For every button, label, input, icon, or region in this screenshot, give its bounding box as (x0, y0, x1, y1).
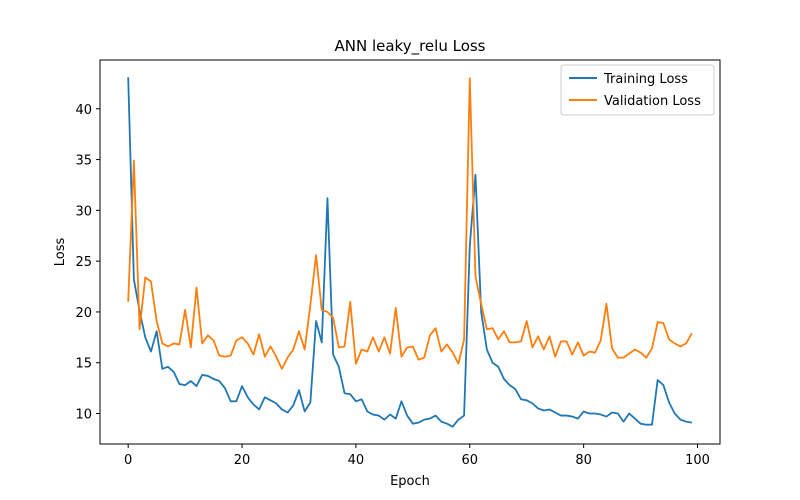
x-axis-ticks: 0 20 40 60 80 100 (124, 444, 710, 468)
legend-box (560, 64, 715, 116)
series-line-training-loss (127, 77, 692, 428)
y-tick-label: 30 (75, 204, 92, 219)
legend-label-validation: Validation Loss (604, 94, 701, 109)
plot-area (100, 60, 720, 444)
plot-frame (99, 59, 721, 445)
y-tick-label: 40 (75, 103, 92, 118)
x-tick-label: 80 (575, 453, 592, 468)
x-tick-label: 100 (685, 453, 710, 468)
y-tick-label: 25 (75, 255, 92, 270)
y-axis-title: Loss (53, 238, 68, 267)
x-tick-label: 40 (348, 453, 365, 468)
series-lines (127, 77, 693, 428)
x-tick-label: 60 (462, 453, 479, 468)
x-tick-label: 0 (124, 453, 132, 468)
legend: Training Loss Validation Loss (560, 64, 715, 116)
y-tick-label: 20 (75, 306, 92, 321)
y-tick-label: 10 (75, 408, 92, 423)
x-axis-title: Epoch (390, 474, 430, 489)
series-line-validation-loss (127, 77, 693, 370)
x-tick-label: 20 (234, 453, 251, 468)
chart-title: ANN leaky_relu Loss (335, 37, 486, 56)
y-tick-label: 15 (75, 357, 92, 372)
y-axis-ticks: 10 15 20 25 30 35 40 (75, 103, 100, 423)
y-tick-label: 35 (75, 154, 92, 169)
legend-label-training: Training Loss (603, 72, 688, 87)
